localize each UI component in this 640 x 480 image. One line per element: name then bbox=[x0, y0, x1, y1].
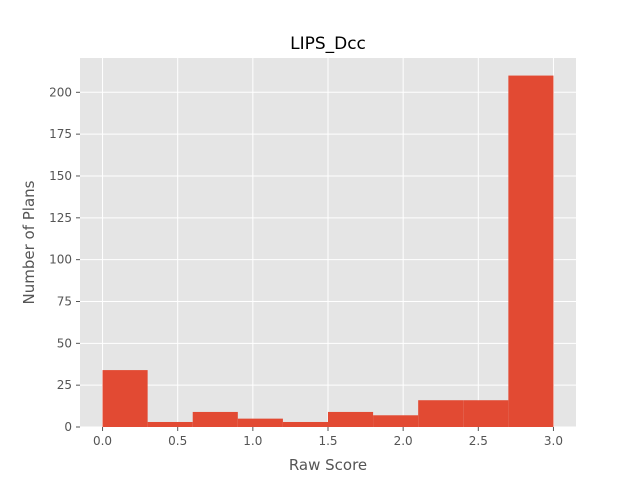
histogram-bar bbox=[373, 415, 419, 427]
x-tick-label: 0.5 bbox=[168, 434, 187, 448]
histogram-bars bbox=[102, 75, 554, 428]
histogram-bar bbox=[237, 418, 283, 427]
x-tick-label: 0.0 bbox=[93, 434, 112, 448]
histogram-bar bbox=[508, 75, 554, 428]
x-axis-ticks: 0.0 0.5 1.0 1.5 2.0 2.5 3.0 bbox=[93, 427, 563, 448]
y-tick-label: 50 bbox=[57, 336, 72, 350]
x-tick-label: 3.0 bbox=[544, 434, 563, 448]
y-tick-label: 150 bbox=[49, 169, 72, 183]
histogram-bar bbox=[328, 411, 374, 427]
y-tick-label: 200 bbox=[49, 85, 72, 99]
x-tick-label: 1.0 bbox=[243, 434, 262, 448]
histogram-bar bbox=[147, 421, 193, 427]
y-tick-label: 125 bbox=[49, 211, 72, 225]
y-tick-label: 100 bbox=[49, 253, 72, 267]
histogram-bar bbox=[418, 400, 464, 427]
chart-title: LIPS_Dcc bbox=[290, 34, 366, 54]
histogram-bar bbox=[282, 421, 328, 427]
histogram-bar bbox=[192, 411, 238, 427]
x-tick-label: 2.0 bbox=[394, 434, 413, 448]
x-axis-label: Raw Score bbox=[289, 456, 367, 474]
y-axis-label: Number of Plans bbox=[20, 180, 38, 304]
y-tick-label: 25 bbox=[57, 378, 72, 392]
histogram-bar bbox=[102, 370, 148, 427]
y-tick-label: 175 bbox=[49, 127, 72, 141]
x-tick-label: 2.5 bbox=[469, 434, 488, 448]
y-tick-label: 0 bbox=[64, 420, 72, 434]
y-tick-label: 75 bbox=[57, 294, 72, 308]
histogram-bar bbox=[463, 400, 509, 427]
x-tick-label: 1.5 bbox=[318, 434, 337, 448]
y-axis-ticks: 0 25 50 75 100 125 150 175 200 bbox=[49, 85, 80, 434]
